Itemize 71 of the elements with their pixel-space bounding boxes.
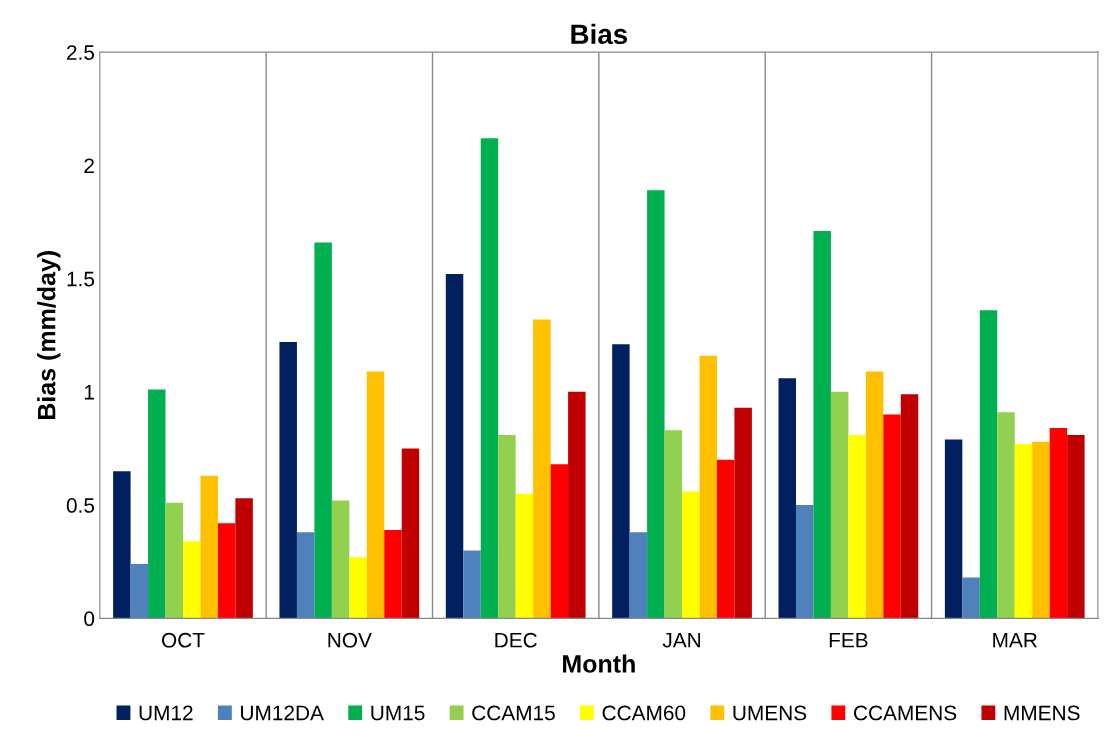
legend-label: CCAMENS	[854, 705, 957, 721]
bar	[1049, 428, 1068, 619]
bar	[113, 471, 131, 619]
bar	[1014, 443, 1033, 619]
bar	[699, 355, 717, 619]
y-tick-label: 0	[84, 611, 95, 627]
bar	[682, 491, 700, 619]
y-tick-label: 0.5	[66, 498, 95, 513]
y-tick-label: 1	[84, 385, 94, 400]
x-tick-label: NOV	[328, 632, 372, 648]
bar	[217, 523, 236, 619]
bar	[883, 414, 901, 619]
bar	[200, 475, 218, 619]
bar	[182, 541, 201, 619]
bar	[550, 464, 569, 619]
bar	[314, 242, 332, 619]
bar	[515, 493, 534, 619]
bar	[568, 391, 586, 619]
legend-label: MMENS	[1004, 705, 1080, 721]
x-tick-label: FEB	[829, 633, 868, 648]
x-tick-label: OCT	[161, 632, 205, 648]
legend-label: UM12DA	[241, 705, 324, 721]
chart-title: Bias	[571, 23, 628, 45]
bar	[445, 274, 464, 619]
bar	[647, 190, 665, 619]
bar	[533, 319, 551, 619]
bar	[1067, 434, 1085, 619]
x-tick-label: MAR	[993, 633, 1037, 648]
bar	[401, 448, 420, 619]
bar	[813, 231, 831, 619]
y-tick-label: 2	[84, 158, 94, 173]
x-tick-label: DEC	[495, 632, 537, 648]
bar	[279, 342, 297, 619]
bar	[235, 498, 253, 619]
bar	[148, 389, 166, 619]
y-tick-label: 1.5	[67, 271, 95, 287]
bar	[366, 371, 385, 619]
bar	[734, 407, 752, 619]
bar	[612, 344, 630, 619]
bar	[778, 378, 796, 619]
legend-label: CCAM15	[472, 705, 555, 721]
bar	[629, 532, 648, 619]
bar	[848, 434, 866, 619]
x-tick-label: JAN	[662, 633, 701, 648]
bar	[384, 530, 402, 619]
bar	[997, 412, 1015, 619]
legend-label: UM12	[139, 705, 193, 721]
bar	[664, 430, 683, 619]
bar	[1032, 441, 1050, 619]
bar	[165, 502, 183, 619]
bar	[716, 459, 735, 619]
bar	[900, 394, 919, 619]
bar	[830, 391, 849, 619]
y-axis-title: Bias (mm/day)	[37, 251, 61, 420]
bar	[944, 439, 963, 619]
bar	[962, 577, 980, 619]
bar	[865, 371, 884, 619]
bar	[331, 500, 350, 619]
bar	[979, 310, 998, 619]
bar	[296, 532, 315, 619]
y-tick-label: 2.5	[67, 45, 95, 60]
bar	[480, 138, 499, 619]
bar	[498, 434, 516, 619]
bar	[130, 563, 149, 619]
x-axis-title: Month	[563, 654, 635, 673]
legend-label: UM15	[371, 705, 425, 721]
bar	[795, 505, 814, 619]
bar	[463, 550, 481, 619]
legend-label: CCAM60	[602, 705, 686, 721]
legend-label: UMENS	[733, 705, 807, 721]
bar	[349, 557, 367, 619]
